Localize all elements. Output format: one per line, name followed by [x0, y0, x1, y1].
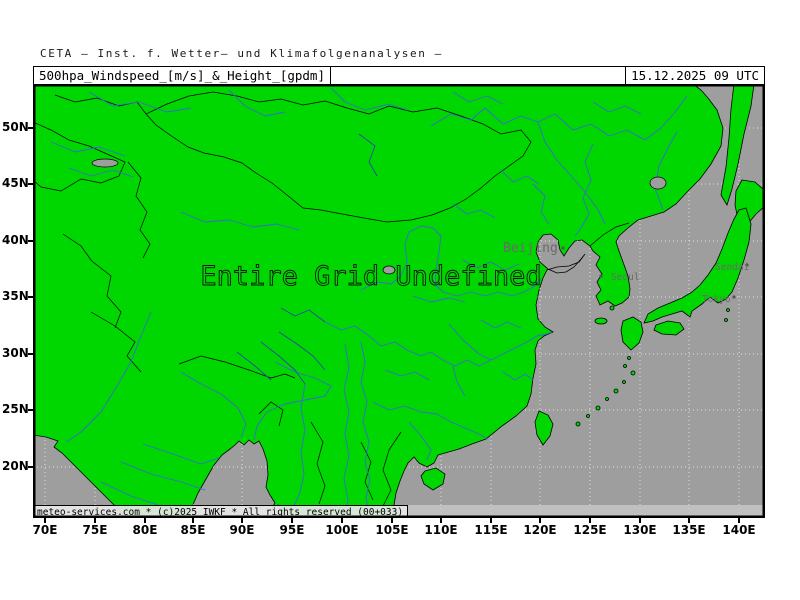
- lat-tick-label: 45N: [2, 176, 29, 190]
- product-title: 500hpa_Windspeed_[m/s]_&_Height_[gpdm]: [34, 67, 331, 84]
- lon-tick-mark: [539, 518, 541, 523]
- lon-tick-mark: [639, 518, 641, 523]
- lon-tick-label: 105E: [375, 523, 409, 537]
- institution-header: CETA – Inst. f. Wetter– und Klimafolgena…: [40, 47, 443, 60]
- lon-tick-mark: [291, 518, 293, 523]
- lon-tick-mark: [144, 518, 146, 523]
- lon-tick-mark: [688, 518, 690, 523]
- lat-tick-label: 50N: [2, 120, 29, 134]
- weather-map-canvas: Beijing Seoul Sendai Tokyo Entire Grid Unde…: [33, 84, 765, 518]
- lat-tick-label: 40N: [2, 233, 29, 247]
- island-taiwan: [534, 410, 554, 446]
- island-sakhalin: [720, 84, 755, 206]
- lon-tick-label: 95E: [279, 523, 305, 537]
- city-label-seoul: Seoul: [611, 272, 640, 283]
- lon-tick-label: 125E: [573, 523, 607, 537]
- lon-tick-mark: [391, 518, 393, 523]
- lat-tick-mark: [28, 183, 33, 185]
- lat-tick-mark: [28, 466, 33, 468]
- lon-tick-mark: [94, 518, 96, 523]
- island-honshu: [643, 207, 752, 324]
- attribution-text: meteo-services.com * (c)2025 IWKF * All …: [37, 507, 403, 518]
- lat-tick-label: 20N: [2, 459, 29, 473]
- lon-tick-label: 110E: [424, 523, 458, 537]
- attribution-bar: meteo-services.com * (c)2025 IWKF * All …: [33, 505, 765, 518]
- lat-tick-mark: [28, 127, 33, 129]
- lat-tick-mark: [28, 296, 33, 298]
- lakes: [91, 158, 667, 275]
- lon-tick-mark: [738, 518, 740, 523]
- lon-tick-label: 70E: [32, 523, 58, 537]
- city-marker-beijing: [561, 246, 565, 250]
- lon-tick-label: 90E: [229, 523, 255, 537]
- lat-tick-mark: [28, 409, 33, 411]
- city-label-sendai: Sendai: [715, 262, 750, 273]
- island-hainan: [420, 467, 446, 491]
- lon-tick-label: 140E: [722, 523, 756, 537]
- lon-tick-mark: [440, 518, 442, 523]
- lon-tick-mark: [490, 518, 492, 523]
- island-shikoku: [653, 320, 685, 336]
- lon-tick-mark: [589, 518, 591, 523]
- status-message: Entire Grid Undefined: [200, 261, 541, 292]
- lon-tick-label: 100E: [325, 523, 359, 537]
- city-marker-sendai: [745, 263, 749, 267]
- lon-tick-label: 80E: [132, 523, 158, 537]
- city-marker-tokyo: [732, 295, 736, 299]
- lat-tick-mark: [28, 353, 33, 355]
- lon-tick-label: 115E: [474, 523, 508, 537]
- lat-tick-label: 25N: [2, 402, 29, 416]
- title-bar: 500hpa_Windspeed_[m/s]_&_Height_[gpdm] 1…: [33, 66, 765, 85]
- lon-tick-mark: [192, 518, 194, 523]
- city-label-beijing: Beijing: [503, 241, 558, 256]
- lon-tick-label: 75E: [82, 523, 108, 537]
- lat-tick-label: 30N: [2, 346, 29, 360]
- map-area: Beijing Seoul Sendai Tokyo Entire Grid Unde…: [33, 84, 765, 518]
- lon-tick-label: 135E: [672, 523, 706, 537]
- city-labels: Beijing Seoul Sendai Tokyo: [503, 241, 750, 305]
- lon-tick-label: 85E: [180, 523, 206, 537]
- city-label-tokyo: Tokyo: [702, 294, 731, 305]
- islands: [420, 84, 765, 491]
- island-kyushu: [620, 316, 644, 351]
- lon-tick-mark: [44, 518, 46, 523]
- lon-tick-label: 120E: [523, 523, 557, 537]
- lat-tick-mark: [28, 240, 33, 242]
- city-marker-seoul: [599, 274, 603, 278]
- island-jeju: [594, 317, 608, 325]
- lat-tick-label: 35N: [2, 289, 29, 303]
- lon-tick-mark: [341, 518, 343, 523]
- map-frame: [33, 84, 765, 518]
- lon-tick-mark: [241, 518, 243, 523]
- valid-datetime: 15.12.2025 09 UTC: [625, 67, 764, 84]
- lon-tick-label: 130E: [623, 523, 657, 537]
